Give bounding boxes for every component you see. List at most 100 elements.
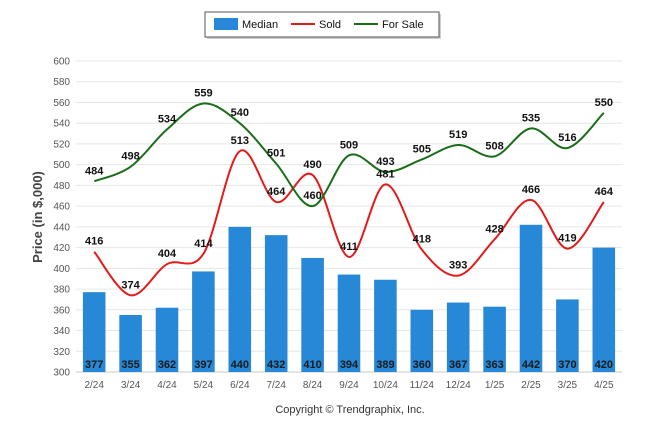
- for-sale-point-label: 516: [558, 132, 576, 144]
- x-tick-label: 3/25: [558, 380, 578, 391]
- median-bar: [446, 302, 470, 372]
- x-tick-label: 6/24: [230, 380, 250, 391]
- sold-point-label: 466: [522, 184, 540, 196]
- x-tick-label: 4/25: [594, 380, 614, 391]
- y-axis-ticks: 300 320 340 360 380 400 420 440 460 480 500 520 540 5…: [53, 57, 70, 379]
- sold-point-label: 419: [558, 233, 576, 245]
- sold-point-label: 418: [413, 234, 431, 246]
- bar-value-label: 355: [121, 359, 139, 371]
- legend-label-sold: Sold: [319, 19, 341, 31]
- sold-point-label: 490: [303, 159, 321, 171]
- x-tick-label: 11/24: [410, 380, 435, 391]
- y-tick-label: 400: [53, 264, 70, 275]
- legend-swatch-median: [214, 18, 238, 30]
- sold-line: [93, 149, 605, 297]
- bar-value-label: 432: [267, 359, 285, 371]
- y-tick-label: 580: [53, 77, 70, 88]
- y-tick-label: 480: [53, 181, 70, 192]
- x-axis-ticks: 2/24 3/24 4/24 5/24 6/24 7/24 8/24 9/24 10/24 11/…: [84, 380, 614, 391]
- median-bar: [119, 314, 142, 372]
- legend-label-for-sale: For Sale: [382, 19, 424, 31]
- sold-point-label: 404: [158, 248, 177, 260]
- for-sale-point-label: 509: [340, 139, 358, 151]
- median-bar: [264, 235, 288, 372]
- y-tick-label: 360: [53, 305, 70, 316]
- for-sale-point-label: 505: [413, 143, 431, 155]
- median-bar: [410, 309, 434, 372]
- median-bar: [519, 224, 543, 372]
- x-tick-label: 5/24: [194, 380, 214, 391]
- y-tick-label: 300: [53, 368, 70, 379]
- median-bar: [155, 307, 179, 372]
- sold-point-label: 464: [267, 186, 286, 198]
- x-tick-label: 4/24: [157, 380, 177, 391]
- sold-point-label: 374: [121, 279, 140, 291]
- y-tick-label: 440: [53, 222, 70, 233]
- x-tick-label: 2/24: [84, 380, 104, 391]
- median-bar: [337, 274, 361, 372]
- y-tick-label: 320: [53, 347, 70, 358]
- bar-value-label: 370: [558, 359, 576, 371]
- for-sale-point-label: 559: [194, 88, 212, 100]
- sold-point-label: 481: [376, 168, 394, 180]
- sold-point-label: 428: [485, 223, 503, 235]
- y-tick-label: 380: [53, 285, 70, 296]
- bar-value-label: 363: [485, 359, 503, 371]
- y-tick-label: 460: [53, 202, 70, 213]
- for-sale-point-label: 484: [85, 165, 104, 177]
- x-tick-label: 8/24: [303, 380, 323, 391]
- bar-value-label: 394: [340, 359, 359, 371]
- y-tick-label: 500: [53, 160, 70, 171]
- bar-value-label: 377: [85, 359, 103, 371]
- median-bar: [592, 247, 616, 372]
- for-sale-point-label: 493: [376, 156, 394, 168]
- median-bar: [192, 271, 215, 372]
- for-sale-point-label: 550: [595, 97, 613, 109]
- bar-value-label: 360: [413, 359, 431, 371]
- median-bar: [483, 306, 506, 372]
- sold-point-label: 416: [85, 236, 103, 248]
- legend-label-median: Median: [242, 19, 278, 31]
- x-tick-label: 10/24: [373, 380, 398, 391]
- x-tick-label: 9/24: [339, 380, 359, 391]
- y-tick-label: 520: [53, 139, 70, 150]
- sold-point-label: 411: [340, 241, 358, 253]
- line-series: [93, 102, 605, 297]
- x-tick-label: 2/25: [521, 380, 541, 391]
- sold-point-label: 393: [449, 260, 467, 272]
- y-tick-label: 340: [53, 326, 70, 337]
- bar-value-label: 440: [231, 359, 249, 371]
- sold-point-label: 513: [231, 135, 249, 147]
- bar-value-label: 367: [449, 359, 467, 371]
- bar-value-label: 410: [303, 359, 321, 371]
- bar-value-label: 362: [158, 359, 176, 371]
- median-bar: [228, 226, 252, 372]
- median-bars: [82, 224, 616, 372]
- legend-box: [204, 11, 440, 38]
- for-sale-point-label: 540: [231, 107, 249, 119]
- x-tick-label: 1/25: [485, 380, 505, 391]
- bar-value-label: 389: [376, 359, 394, 371]
- for-sale-point-label: 501: [267, 148, 285, 160]
- x-tick-label: 12/24: [446, 380, 471, 391]
- bar-value-label: 420: [595, 359, 613, 371]
- for-sale-line: [93, 102, 605, 208]
- for-sale-point-label: 498: [121, 151, 139, 163]
- y-tick-label: 600: [53, 57, 70, 68]
- y-tick-label: 420: [53, 243, 70, 254]
- legend: Median Sold For Sale: [204, 11, 441, 39]
- for-sale-point-label: 460: [303, 190, 321, 202]
- for-sale-point-label: 535: [522, 112, 540, 124]
- bar-value-label: 442: [522, 359, 540, 371]
- x-tick-label: 7/24: [266, 380, 286, 391]
- for-sale-point-label: 519: [449, 129, 467, 141]
- sold-point-label: 414: [194, 238, 213, 250]
- median-bar: [374, 279, 397, 372]
- median-bar: [556, 299, 579, 372]
- x-tick-label: 3/24: [121, 380, 141, 391]
- y-tick-label: 540: [53, 119, 70, 130]
- median-bar: [301, 257, 324, 372]
- bar-value-label: 397: [194, 359, 212, 371]
- y-axis-title: Price (in $,000): [30, 171, 45, 263]
